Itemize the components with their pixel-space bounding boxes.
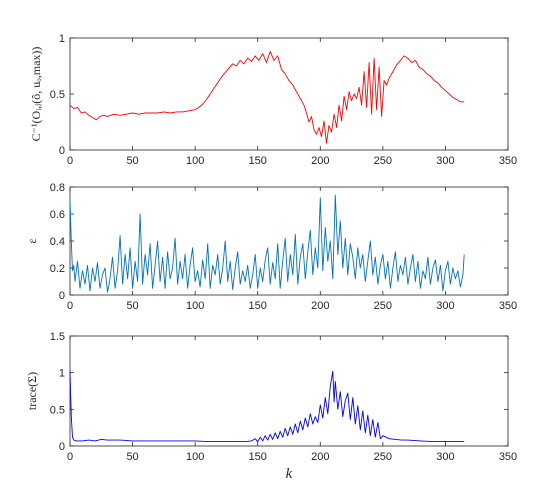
- x-tick-label-3-0: 0: [67, 451, 73, 463]
- x-tick-label-1-1: 50: [126, 155, 138, 167]
- y-tick-label-3-1: 0.5: [50, 404, 65, 416]
- x-tick-label-2-5: 250: [374, 300, 392, 312]
- x-tick-label-3-5: 250: [374, 451, 392, 463]
- y-tick-label-1-1: 0.5: [50, 89, 65, 101]
- y-tick-label-3-0: 0: [59, 441, 65, 453]
- x-tick-label-3-6: 300: [436, 451, 454, 463]
- x-tick-label-1-4: 200: [311, 155, 329, 167]
- x-tick-label-3-2: 100: [186, 451, 204, 463]
- x-tick-label-2-6: 300: [436, 300, 454, 312]
- y-axis-label-1: C⁻¹(Oᵢ,ⱼ(ô, uₒ,max)): [29, 47, 43, 142]
- x-tick-label-2-4: 200: [311, 300, 329, 312]
- series-line-1-1: [69, 50, 465, 144]
- y-axis-label-3: trace(Σ): [25, 372, 39, 410]
- x-tick-label-1-6: 300: [436, 155, 454, 167]
- x-tick-label-2-2: 100: [186, 300, 204, 312]
- x-tick-label-2-7: 350: [499, 300, 517, 312]
- y-tick-label-1-2: 1: [59, 33, 65, 45]
- x-tick-label-3-7: 350: [499, 451, 517, 463]
- x-tick-label-1-3: 150: [249, 155, 267, 167]
- x-tick-label-1-0: 0: [67, 155, 73, 167]
- plot-area-3: [69, 335, 509, 447]
- y-tick-label-2-1: 0.2: [50, 263, 65, 275]
- series-line-3-1: [69, 370, 465, 443]
- x-tick-label-2-3: 150: [249, 300, 267, 312]
- y-tick-label-2-0: 0: [59, 290, 65, 302]
- x-tick-label-3-1: 50: [126, 451, 138, 463]
- x-tick-label-2-1: 50: [126, 300, 138, 312]
- x-tick-label-1-5: 250: [374, 155, 392, 167]
- y-tick-label-2-4: 0.8: [50, 182, 65, 194]
- x-axis-label: k: [286, 466, 293, 482]
- x-tick-label-2-0: 0: [67, 300, 73, 312]
- x-tick-label-1-7: 350: [499, 155, 517, 167]
- y-tick-label-2-2: 0.4: [50, 236, 65, 248]
- y-axis-label-2: ε: [25, 238, 39, 243]
- x-tick-label-3-4: 200: [311, 451, 329, 463]
- y-tick-label-3-2: 1: [59, 368, 65, 380]
- x-tick-label-3-3: 150: [249, 451, 267, 463]
- y-tick-label-1-0: 0: [59, 145, 65, 157]
- x-tick-label-1-2: 100: [186, 155, 204, 167]
- plot-area-1: [69, 37, 509, 151]
- series-line-2-1: [69, 194, 465, 293]
- y-tick-label-2-3: 0.6: [50, 209, 65, 221]
- plot-area-2: [69, 186, 509, 296]
- y-tick-label-3-3: 1.5: [50, 331, 65, 343]
